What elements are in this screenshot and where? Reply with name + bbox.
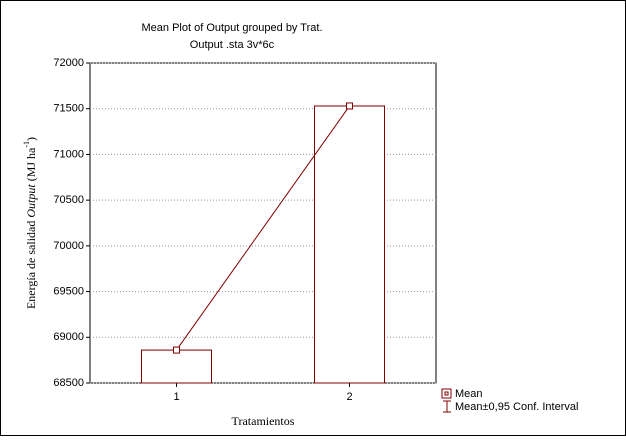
bar (141, 349, 212, 384)
y-label-part: ) (24, 137, 38, 141)
y-tick-label: 71000 (53, 148, 84, 160)
x-axis-label: Tratamientos (232, 414, 295, 428)
legend-mean-icon-dot (444, 391, 449, 396)
x-tick-label: 1 (173, 391, 179, 403)
x-tick-label: 2 (346, 391, 352, 403)
mean-marker (173, 346, 180, 354)
y-tick-label: 70500 (53, 194, 84, 206)
y-label-part: -1 (22, 141, 31, 148)
chart-subtitle: Output .sta 3v*6c (190, 39, 275, 51)
legend-ci-icon (443, 400, 451, 413)
y-label-part: Output (24, 184, 38, 218)
y-label-part: Energía de salidad (24, 218, 38, 309)
y-tick-label: 71500 (53, 103, 84, 115)
mean-marker (346, 102, 353, 110)
bar (314, 105, 385, 384)
legend-label: Mean±0,95 Conf. Interval (455, 401, 578, 413)
mean-line (176, 105, 350, 351)
legend-label: Mean (455, 388, 483, 400)
y-tick-label: 72000 (53, 57, 84, 69)
y-tick-label: 70000 (53, 240, 84, 252)
y-tick-label: 68500 (53, 377, 84, 389)
chart-title: Mean Plot of Output grouped by Trat. (142, 22, 323, 34)
y-tick-label: 69500 (53, 285, 84, 297)
y-axis-label: Energía de salidad Output (MJ ha-1) (22, 137, 37, 309)
y-label-part: (MJ ha (24, 147, 38, 184)
legend-mean-icon (441, 388, 452, 399)
y-tick-label: 69000 (53, 331, 84, 343)
